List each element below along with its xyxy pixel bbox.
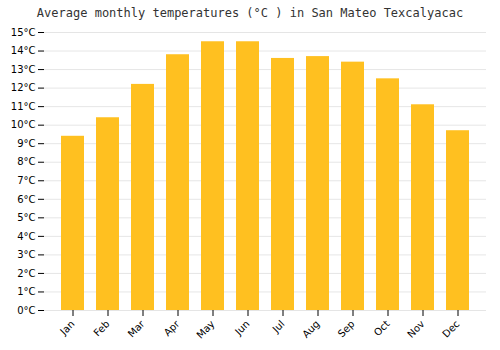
- svg-text:May: May: [194, 318, 216, 340]
- svg-text:Oct: Oct: [372, 318, 392, 338]
- svg-text:Aug: Aug: [300, 318, 322, 340]
- svg-text:Jun: Jun: [232, 318, 252, 338]
- svg-text:Sep: Sep: [336, 318, 357, 339]
- html-text:Average monthly temperatures (: Average monthly temperatures (°C ) in Sa…: [36, 6, 464, 20]
- svg-text:3°C: 3°C: [17, 249, 35, 260]
- svg-text:1°C: 1°C: [17, 286, 35, 297]
- svg-text:15°C: 15°C: [11, 27, 36, 38]
- svg-text:7°C: 7°C: [17, 175, 35, 186]
- svg-text:14°C: 14°C: [11, 45, 36, 56]
- svg-text:Jan: Jan: [57, 318, 76, 337]
- svg-text:13°C: 13°C: [11, 64, 36, 75]
- svg-text:0°C: 0°C: [17, 305, 35, 316]
- svg-text:5°C: 5°C: [17, 212, 35, 223]
- svg-text:4°C: 4°C: [17, 231, 35, 242]
- svg-text:11°C: 11°C: [11, 101, 36, 112]
- svg-text:Apr: Apr: [162, 318, 183, 339]
- svg-text:Feb: Feb: [91, 318, 111, 338]
- svg-text:6°C: 6°C: [17, 194, 35, 205]
- svg-text:8°C: 8°C: [17, 156, 35, 167]
- svg-text:9°C: 9°C: [17, 138, 35, 149]
- svg-text:Mar: Mar: [126, 318, 148, 340]
- svg-text:2°C: 2°C: [17, 268, 35, 279]
- svg-text:12°C: 12°C: [11, 82, 36, 93]
- svg-text:10°C: 10°C: [11, 119, 36, 130]
- svg-text:Jul: Jul: [270, 318, 287, 335]
- svg-text:Nov: Nov: [405, 318, 427, 340]
- svg-text:Dec: Dec: [440, 318, 461, 339]
